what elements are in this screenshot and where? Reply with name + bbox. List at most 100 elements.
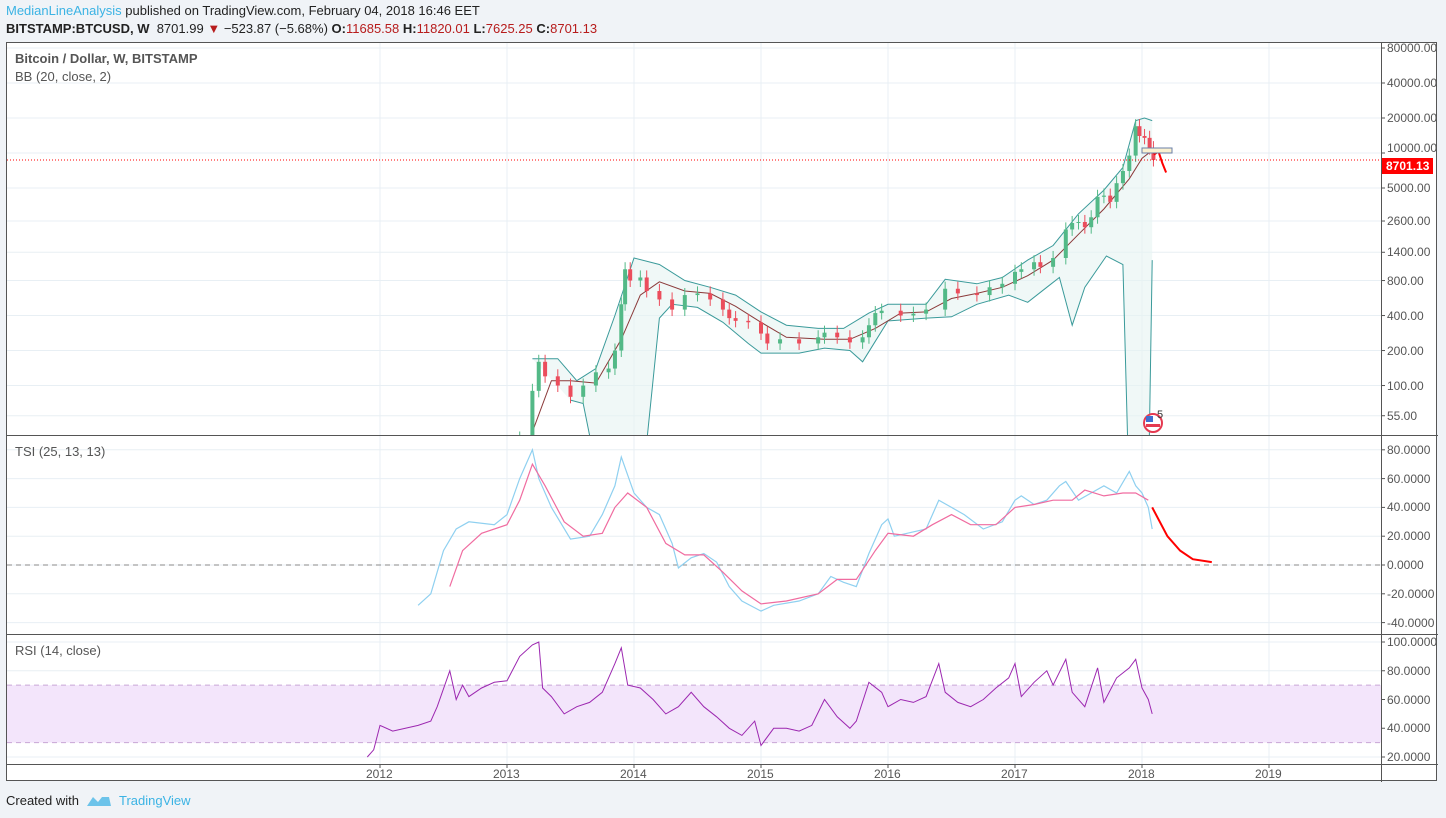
candle: [778, 339, 783, 344]
candle: [657, 291, 662, 300]
candle: [873, 313, 878, 326]
candle: [593, 372, 598, 386]
candle: [816, 337, 821, 344]
candle: [822, 332, 827, 338]
time-tick-label: 2017: [1001, 767, 1028, 781]
tsi-tick-label: 60.0000: [1387, 471, 1431, 486]
candle: [1000, 283, 1005, 288]
price-tick-label: 800.00: [1387, 273, 1424, 288]
candle: [518, 439, 522, 450]
price-tick-label: 10000.00: [1387, 141, 1438, 155]
candle: [638, 277, 643, 281]
candle: [568, 385, 573, 397]
time-tick-label: 2014: [620, 767, 647, 781]
candle: [746, 320, 751, 323]
close-label: C:: [536, 21, 551, 36]
candle: [555, 376, 560, 386]
rsi-pane: [7, 641, 1381, 758]
candle: [974, 293, 979, 296]
annotation-box: [1141, 147, 1173, 154]
tradingview-link[interactable]: TradingView: [118, 793, 191, 808]
low-label: L:: [473, 21, 486, 36]
last-price-badge: 8701.13: [1382, 158, 1434, 175]
tsi-legend: TSI (25, 13, 13): [15, 444, 106, 459]
high-value: 11820.01: [416, 21, 470, 36]
candle: [644, 277, 649, 292]
chart-canvas[interactable]: 5: [7, 43, 1438, 782]
candle: [1051, 258, 1056, 267]
publish-text: published on TradingView.com, February 0…: [125, 3, 480, 18]
candle: [835, 332, 840, 338]
candle: [943, 288, 948, 310]
tsi-tick-label: 40.0000: [1387, 500, 1431, 515]
rsi-tick-label: 80.0000: [1387, 663, 1431, 678]
candle: [1095, 196, 1100, 218]
author-link[interactable]: MedianLineAnalysis: [6, 3, 122, 18]
us-flag-event-icon: [1146, 424, 1160, 427]
candle: [1151, 148, 1156, 161]
time-tick-label: 2019: [1255, 767, 1282, 781]
candle: [530, 390, 535, 435]
candle: [1070, 223, 1075, 230]
candle: [987, 287, 992, 296]
price-tick-label: 2600.00: [1387, 214, 1431, 229]
bb-fill: [532, 118, 1153, 435]
low-value: 7625.25: [485, 21, 533, 36]
candle: [1137, 126, 1142, 137]
tsi-pane: [7, 447, 1381, 612]
tsi-tick-label: -40.0000: [1387, 615, 1435, 630]
tsi-series-tsi: [417, 447, 1153, 612]
candle: [628, 269, 633, 281]
tsi-tick-label: 80.0000: [1387, 442, 1431, 457]
time-tick-label: 2015: [747, 767, 774, 781]
down-arrow-icon: ▼: [207, 21, 221, 36]
time-tick-label: 2013: [493, 767, 520, 781]
price-tick-label: 100.00: [1387, 378, 1424, 393]
candle: [670, 299, 675, 310]
symbol: BITSTAMP:BTCUSD, W: [6, 21, 150, 36]
rsi-legend: RSI (14, close): [15, 643, 101, 658]
candle: [911, 313, 916, 316]
candle: [1108, 195, 1113, 202]
candle: [955, 288, 960, 294]
candle: [1127, 155, 1132, 172]
price-tick-label: 80000.00: [1387, 41, 1438, 55]
candle: [695, 293, 700, 296]
price-tick-label: 20000.00: [1387, 111, 1438, 125]
tsi-tick-label: 20.0000: [1387, 529, 1431, 544]
candle: [720, 299, 725, 310]
bb-lower-line: [570, 255, 1153, 435]
candle: [543, 361, 548, 377]
high-label: H:: [402, 21, 417, 36]
tsi-tick-label: 0.0000: [1387, 558, 1424, 572]
symbol-info: BITSTAMP:BTCUSD, W 8701.99 ▼ −523.87 (−5…: [6, 21, 597, 36]
candle: [1133, 126, 1138, 156]
price-change: −523.87 (−5.68%): [223, 21, 328, 36]
candle: [765, 333, 770, 344]
candle: [1013, 271, 1017, 284]
candle: [879, 310, 884, 314]
candle: [606, 368, 611, 373]
candle: [1032, 262, 1037, 270]
rsi-band: [7, 685, 1381, 743]
us-flag-event-icon: [1146, 416, 1153, 422]
candle: [581, 385, 586, 397]
event-count: 5: [1157, 409, 1163, 421]
price-tick-label: 1400.00: [1387, 245, 1431, 260]
publish-info: MedianLineAnalysis published on TradingV…: [6, 3, 480, 18]
last-price: 8701.99: [156, 21, 204, 36]
candle: [847, 337, 852, 343]
candle: [1019, 269, 1024, 272]
rsi-tick-label: 60.0000: [1387, 692, 1431, 707]
candle: [860, 337, 865, 343]
candle: [612, 350, 617, 369]
chart-frame[interactable]: 5 Bitcoin / Dollar, W, BITSTAMP BB (20, …: [6, 41, 1438, 782]
candle: [1114, 183, 1119, 202]
candle: [1089, 217, 1094, 228]
candle: [682, 295, 687, 310]
candle: [1076, 222, 1081, 224]
candle: [708, 293, 713, 300]
candle: [1142, 136, 1147, 138]
created-with-text: Created with: [6, 793, 79, 808]
candle: [866, 325, 871, 338]
